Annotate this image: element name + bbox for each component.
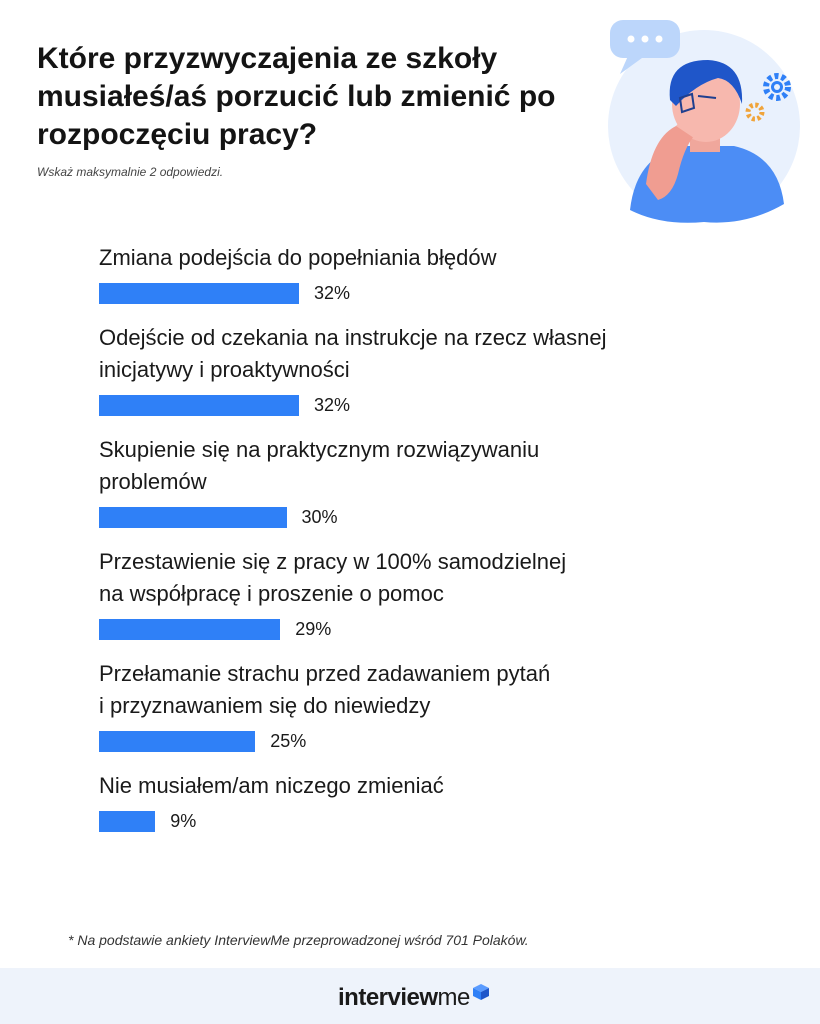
value-label: 30% [301, 506, 338, 527]
category-label: Odejście od czekania na instrukcje na rz… [99, 325, 607, 382]
category-label: Przestawienie się z pracy w 100% samodzi… [99, 549, 567, 606]
chart-subtitle: Wskaż maksymalnie 2 odpowiedzi. [37, 165, 224, 179]
bar-item: Skupienie się na praktycznym rozwiązywan… [99, 434, 779, 532]
bar [99, 506, 287, 528]
logo-cube-icon [472, 984, 489, 1000]
bar-row: 29% [99, 614, 779, 644]
bar-item: Odejście od czekania na instrukcje na rz… [99, 322, 779, 420]
gear-small-icon [745, 102, 765, 122]
bar-row: 32% [99, 278, 779, 308]
value-label: 29% [295, 618, 332, 639]
footer: interview me [0, 968, 820, 1024]
bar-item: Nie musiałem/am niczego zmieniać 9% [99, 770, 779, 836]
bar [99, 394, 299, 416]
bar-item: Przestawienie się z pracy w 100% samodzi… [99, 546, 779, 644]
bar-row: 25% [99, 726, 779, 756]
category-label: Przełamanie strachu przed zadawaniem pyt… [99, 661, 551, 718]
bar [99, 730, 256, 752]
bar [99, 810, 156, 832]
gear-icon [763, 73, 791, 101]
chart-title: Które przyzwyczajenia ze szkoły musiałeś… [37, 42, 556, 151]
logo-text-light: me [437, 984, 471, 1011]
value-label: 9% [170, 810, 197, 831]
bar [99, 618, 281, 640]
thinking-person-illustration [608, 20, 800, 223]
value-label: 32% [314, 394, 351, 415]
bar-row: 32% [99, 390, 779, 420]
bar-row: 30% [99, 502, 779, 532]
bar [99, 282, 299, 304]
bar-chart: Zmiana podejścia do popełniania błędów 32… [99, 242, 779, 836]
footnote: * Na podstawie ankiety InterviewMe przep… [68, 932, 529, 948]
bar-item: Zmiana podejścia do popełniania błędów 32… [99, 242, 779, 308]
category-label: Nie musiałem/am niczego zmieniać [99, 773, 444, 798]
value-label: 25% [270, 730, 307, 751]
bar-row: 9% [99, 806, 779, 836]
category-label: Zmiana podejścia do popełniania błędów [99, 245, 497, 270]
value-label: 32% [314, 282, 351, 303]
category-label: Skupienie się na praktycznym rozwiązywan… [99, 437, 540, 494]
interviewme-logo: interview me [338, 984, 489, 1012]
logo-text-bold: interview [338, 984, 438, 1011]
bar-item: Przełamanie strachu przed zadawaniem pyt… [99, 658, 779, 756]
